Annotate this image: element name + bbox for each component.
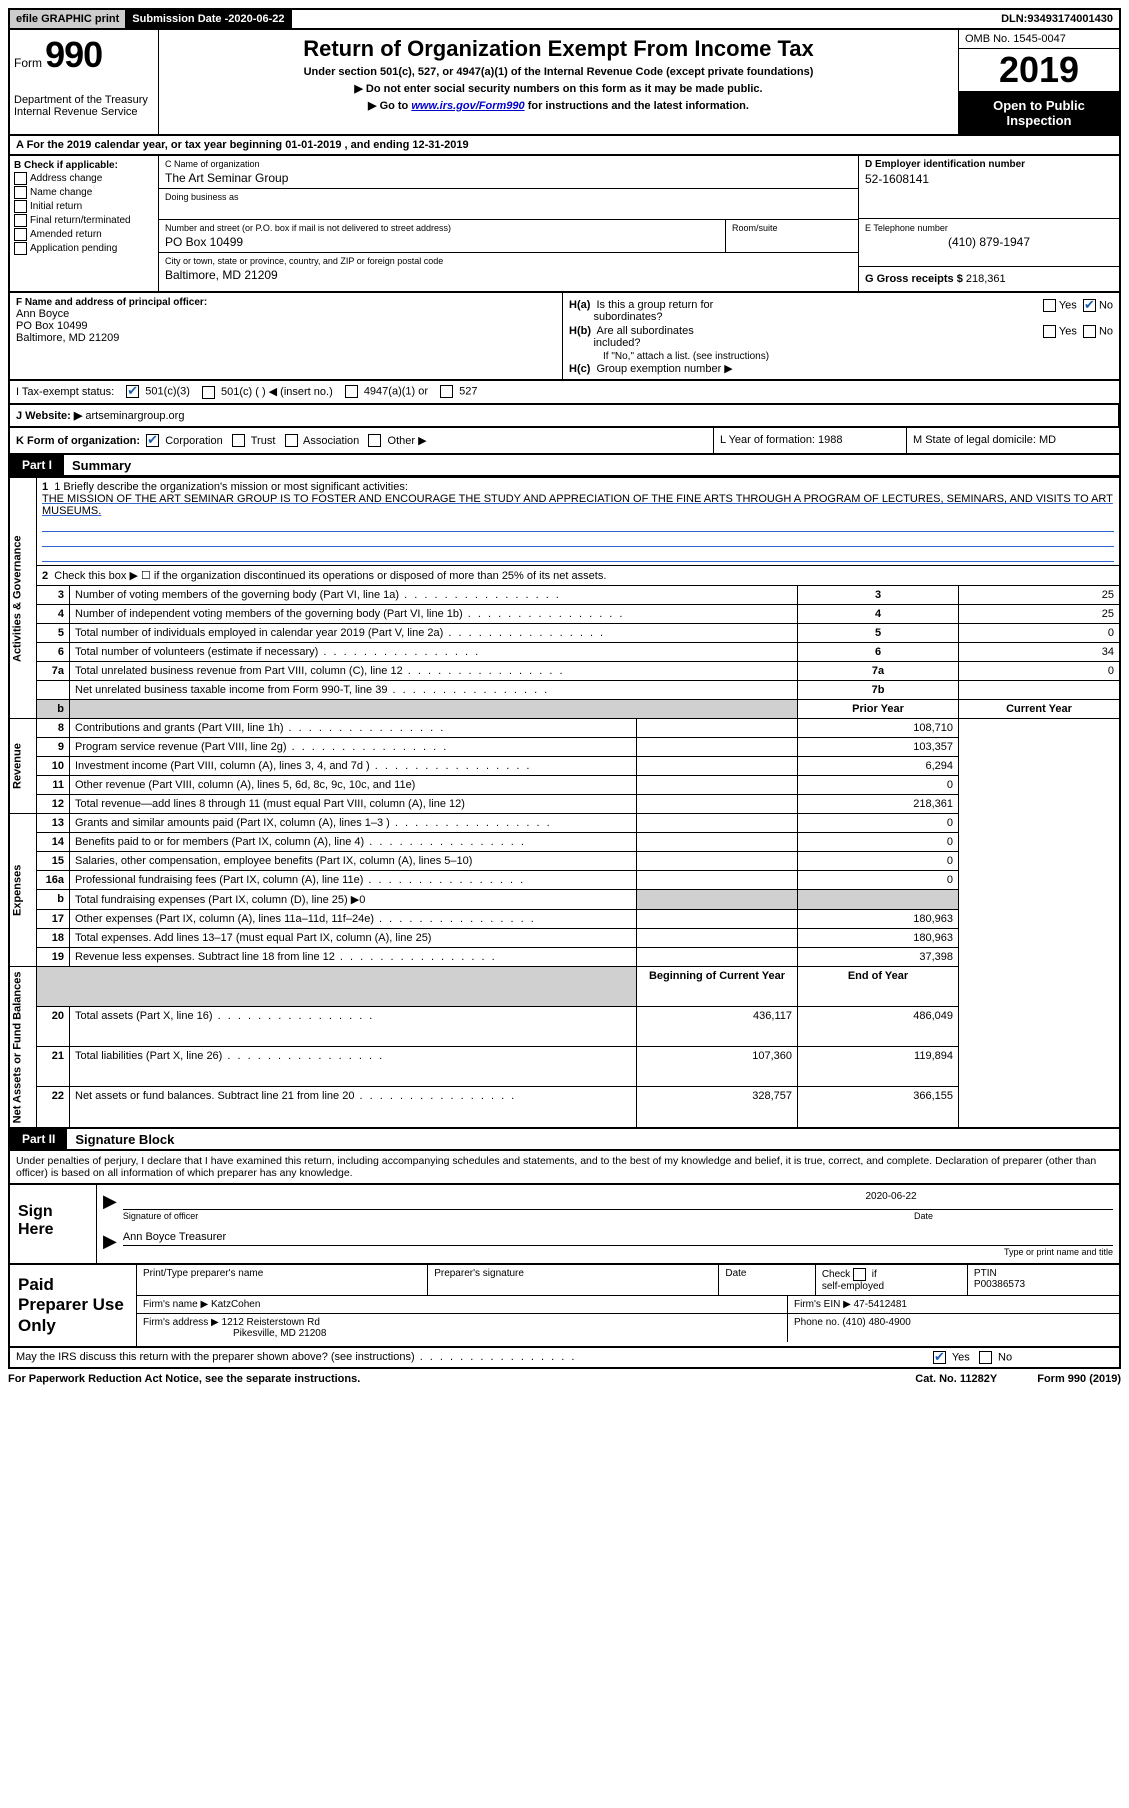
section-b-c-d: B Check if applicable: Address change Na…	[8, 156, 1121, 293]
discuss-row: May the IRS discuss this return with the…	[8, 1348, 1121, 1369]
header-sub1: Under section 501(c), 527, or 4947(a)(1)…	[165, 66, 952, 78]
section-i-tax-status: I Tax-exempt status: 501(c)(3) 501(c) ( …	[8, 381, 1121, 405]
self-employed-check[interactable]: Check ifself-employed	[816, 1265, 968, 1295]
preparer-sig-header: Preparer's signature	[428, 1265, 719, 1295]
tax-year: 2019	[959, 49, 1119, 92]
open-to-public: Open to Public Inspection	[959, 92, 1119, 134]
firm-addr2: Pikesville, MD 21208	[233, 1328, 326, 1339]
website-label: J Website: ▶	[16, 410, 85, 422]
part-ii-header: Part II Signature Block	[8, 1129, 1121, 1151]
firm-ein: 47-5412481	[854, 1299, 907, 1310]
dln: DLN: 93493174001430	[995, 10, 1119, 28]
form990-link[interactable]: www.irs.gov/Form990	[411, 100, 524, 112]
dept-treasury: Department of the Treasury	[14, 94, 154, 106]
dba-label: Doing business as	[165, 192, 852, 202]
cb-application-pending[interactable]: Application pending	[14, 242, 154, 255]
preparer-name-header: Print/Type preparer's name	[137, 1265, 428, 1295]
gross-receipts-value: 218,361	[966, 273, 1006, 285]
form-word: Form	[14, 56, 42, 70]
tax-status-label: I Tax-exempt status:	[16, 386, 114, 398]
header-sub2: ▶ Do not enter social security numbers o…	[165, 82, 952, 95]
signature-intro: Under penalties of perjury, I declare th…	[8, 1151, 1121, 1185]
paid-preparer-block: Paid Preparer Use Only Print/Type prepar…	[8, 1265, 1121, 1348]
cb-corporation[interactable]	[146, 434, 159, 447]
sec-b-title: B Check if applicable:	[14, 160, 154, 171]
top-bar: efile GRAPHIC print Submission Date - 20…	[8, 8, 1121, 30]
paid-preparer-label: Paid Preparer Use Only	[10, 1265, 137, 1346]
hb-no-cb[interactable]	[1083, 325, 1096, 338]
irs-label: Internal Revenue Service	[14, 106, 154, 118]
street-label: Number and street (or P.O. box if mail i…	[165, 223, 719, 233]
org-name: The Art Seminar Group	[165, 169, 852, 185]
form-org-label: K Form of organization:	[16, 435, 140, 447]
discuss-yes-cb[interactable]	[933, 1351, 946, 1364]
form-header: Form 990 Department of the Treasury Inte…	[8, 30, 1121, 136]
hb-yes-cb[interactable]	[1043, 325, 1056, 338]
cb-initial-return[interactable]: Initial return	[14, 200, 154, 213]
cb-4947[interactable]	[345, 385, 358, 398]
cb-other[interactable]	[368, 434, 381, 447]
omb-number: OMB No. 1545-0047	[959, 30, 1119, 49]
firm-addr1: 1212 Reisterstown Rd	[222, 1317, 320, 1328]
mission-text: THE MISSION OF THE ART SEMINAR GROUP IS …	[42, 493, 1114, 517]
hc-label: H(c) Group exemption number ▶	[569, 362, 1113, 375]
website-value: artseminargroup.org	[85, 410, 184, 422]
cb-name-change[interactable]: Name change	[14, 186, 154, 199]
sign-here-label: Sign Here	[10, 1185, 97, 1263]
cb-final-return[interactable]: Final return/terminated	[14, 214, 154, 227]
efile-print-button[interactable]: efile GRAPHIC print	[10, 10, 126, 28]
ptin-value: P00386573	[974, 1279, 1025, 1290]
page-title: Return of Organization Exempt From Incom…	[165, 36, 952, 62]
ha-yes-cb[interactable]	[1043, 299, 1056, 312]
revenue-label: Revenue	[9, 719, 37, 814]
line-2: 2 Check this box ▶ ☐ if the organization…	[37, 566, 1121, 586]
ptin-label: PTIN	[974, 1268, 997, 1279]
officer-name: Ann Boyce	[16, 308, 556, 320]
officer-label: F Name and address of principal officer:	[16, 297, 556, 308]
sign-here-block: Sign Here ▶ 2020-06-22 Signature of offi…	[8, 1185, 1121, 1265]
phone-value: (410) 879-1947	[865, 233, 1113, 249]
hb-note: If "No," attach a list. (see instruction…	[569, 351, 1113, 362]
firm-name: KatzCohen	[211, 1299, 260, 1310]
state-domicile: M State of legal domicile: MD	[907, 428, 1119, 454]
city-label: City or town, state or province, country…	[165, 256, 852, 266]
mission-label: 1 1 Briefly describe the organization's …	[42, 481, 1114, 493]
street-value: PO Box 10499	[165, 233, 719, 249]
cb-amended-return[interactable]: Amended return	[14, 228, 154, 241]
room-suite-label: Room/suite	[726, 220, 858, 252]
net-assets-label: Net Assets or Fund Balances	[9, 967, 37, 1128]
cb-501c[interactable]	[202, 386, 215, 399]
city-value: Baltimore, MD 21209	[165, 266, 852, 282]
submission-date: Submission Date - 2020-06-22	[126, 10, 291, 28]
officer-city: Baltimore, MD 21209	[16, 332, 556, 344]
cb-trust[interactable]	[232, 434, 245, 447]
firm-phone: (410) 480-4900	[842, 1317, 910, 1328]
year-formation: L Year of formation: 1988	[714, 428, 907, 454]
preparer-date-header: Date	[719, 1265, 815, 1295]
discuss-no-cb[interactable]	[979, 1351, 992, 1364]
ein-label: D Employer identification number	[865, 159, 1113, 170]
org-name-label: C Name of organization	[165, 159, 852, 169]
ein-value: 52-1608141	[865, 170, 1113, 186]
summary-table: Activities & Governance 1 1 Briefly desc…	[8, 477, 1121, 1129]
expenses-label: Expenses	[9, 814, 37, 967]
section-k-l-m: K Form of organization: Corporation Trus…	[8, 428, 1121, 456]
officer-street: PO Box 10499	[16, 320, 556, 332]
ha-no-cb[interactable]	[1083, 299, 1096, 312]
footer: For Paperwork Reduction Act Notice, see …	[8, 1369, 1121, 1389]
form-number: 990	[45, 34, 102, 75]
cb-address-change[interactable]: Address change	[14, 172, 154, 185]
part-i-header: Part I Summary	[8, 455, 1121, 477]
gross-receipts-label: G Gross receipts $	[865, 273, 966, 285]
cb-association[interactable]	[285, 434, 298, 447]
cb-501c3[interactable]	[126, 385, 139, 398]
phone-label: E Telephone number	[865, 223, 1113, 233]
cb-527[interactable]	[440, 385, 453, 398]
header-sub3: ▶ Go to www.irs.gov/Form990 for instruct…	[165, 99, 952, 112]
section-f-h: F Name and address of principal officer:…	[8, 293, 1121, 381]
activities-governance-label: Activities & Governance	[9, 478, 37, 719]
section-j-website: J Website: ▶ artseminargroup.org	[8, 405, 1121, 428]
row-a-tax-year: A For the 2019 calendar year, or tax yea…	[8, 136, 1121, 156]
